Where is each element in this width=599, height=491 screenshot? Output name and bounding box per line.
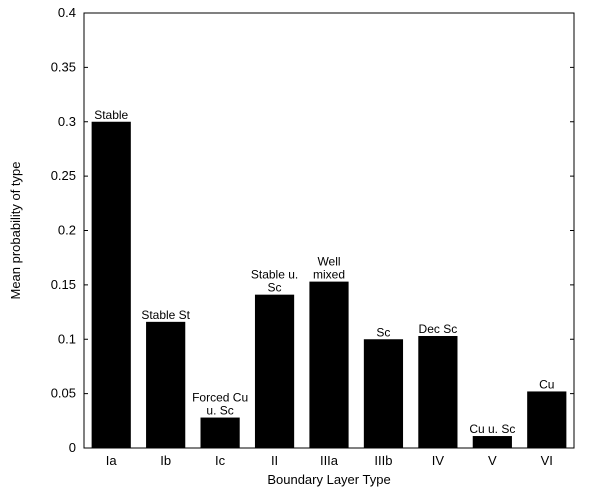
bar-V (472, 436, 512, 448)
y-tick-label: 0.25 (51, 168, 76, 183)
x-tick-label-Ic: Ic (215, 453, 226, 468)
x-tick-label-V: V (488, 453, 497, 468)
x-tick-label-Ia: Ia (106, 453, 118, 468)
y-axis-ticks: 0 0.05 0.1 0.15 0.2 0.25 0.3 0.35 0.4 (51, 5, 574, 455)
bar-label-II-line1: Stable u. (251, 268, 298, 282)
bar-II (254, 294, 295, 448)
y-tick-label: 0 (69, 440, 76, 455)
bar-label-Ic-line1: Forced Cu (192, 391, 248, 405)
bar-label-II-line2: Sc (268, 281, 282, 295)
bar-Ib (146, 321, 186, 448)
bar-label-IIIa-line2: mixed (313, 268, 345, 282)
x-tick-label-II: II (271, 453, 278, 468)
bar-IIIa (309, 281, 349, 448)
y-tick-label: 0.35 (51, 59, 76, 74)
bar-VI (527, 391, 567, 448)
bar-IIIb (363, 339, 404, 448)
y-tick-label: 0.3 (58, 114, 76, 129)
x-tick-label-IIIa: IIIa (320, 453, 339, 468)
bar-label-VI: Cu (539, 377, 554, 391)
bar-label-IIIa-line1: Well (317, 255, 340, 269)
x-axis-ticks: Ia Ib Ic II IIIa IIIb IV V VI (106, 444, 553, 468)
bar-label-V: Cu u. Sc (469, 422, 515, 436)
x-tick-label-VI: VI (541, 453, 553, 468)
y-tick-label: 0.05 (51, 386, 76, 401)
y-tick-label: 0.2 (58, 223, 76, 238)
bar-label-Ia: Stable (94, 108, 128, 122)
y-tick-label: 0.1 (58, 331, 76, 346)
bar-label-Ib: Stable St (141, 308, 190, 322)
y-axis-label: Mean probability of type (8, 161, 23, 299)
bar-Ic (200, 417, 240, 448)
x-tick-label-IIIb: IIIb (374, 453, 392, 468)
x-axis-label: Boundary Layer Type (267, 472, 390, 487)
bars-group (91, 121, 567, 448)
bar-label-IV: Dec Sc (419, 322, 458, 336)
bar-Ia (91, 121, 131, 448)
x-tick-label-Ib: Ib (160, 453, 171, 468)
bar-label-IIIb: Sc (376, 325, 390, 339)
x-tick-label-IV: IV (432, 453, 445, 468)
bar-label-Ic-line2: u. Sc (206, 404, 233, 418)
bar-IV (418, 335, 458, 448)
y-tick-label: 0.15 (51, 277, 76, 292)
y-tick-label: 0.4 (58, 5, 76, 20)
